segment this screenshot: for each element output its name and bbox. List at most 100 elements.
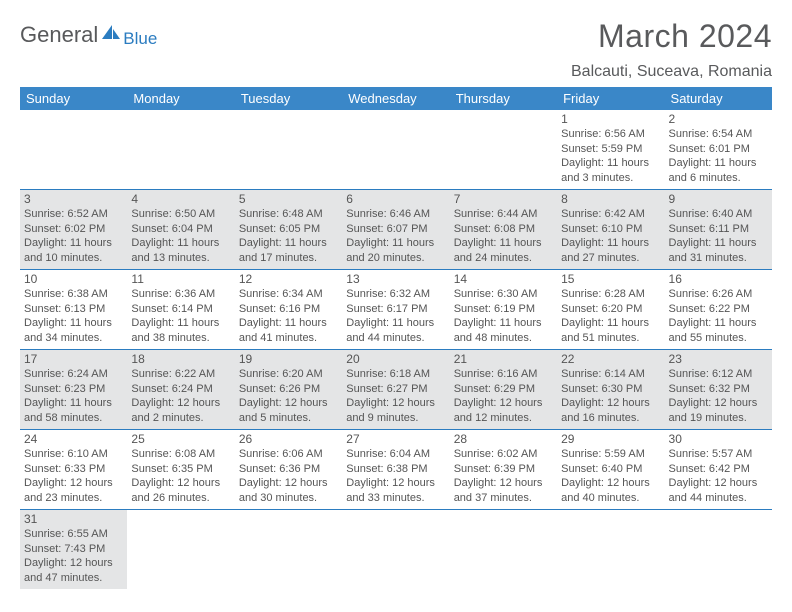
sun-info-line: Daylight: 11 hours [131,236,230,251]
day-number: 9 [669,192,768,206]
sun-info-line: and 31 minutes. [669,251,768,266]
calendar-day-cell: 28Sunrise: 6:02 AMSunset: 6:39 PMDayligh… [450,430,557,510]
sun-info-line: and 37 minutes. [454,491,553,506]
sun-info-line: Sunset: 6:05 PM [239,222,338,237]
calendar-day-cell: 18Sunrise: 6:22 AMSunset: 6:24 PMDayligh… [127,350,234,430]
weekday-header: Saturday [665,87,772,110]
sun-info-line: Daylight: 11 hours [239,236,338,251]
calendar-empty-cell [450,110,557,190]
sun-info-line: and 33 minutes. [346,491,445,506]
sun-info-line: Sunset: 6:27 PM [346,382,445,397]
day-number: 29 [561,432,660,446]
sun-info-line: Daylight: 11 hours [669,316,768,331]
calendar-day-cell: 20Sunrise: 6:18 AMSunset: 6:27 PMDayligh… [342,350,449,430]
sun-info-line: Sunrise: 6:54 AM [669,127,768,142]
calendar-day-cell: 11Sunrise: 6:36 AMSunset: 6:14 PMDayligh… [127,270,234,350]
sun-info-line: Sunset: 6:36 PM [239,462,338,477]
sun-info-line: Sunrise: 6:02 AM [454,447,553,462]
sun-info-line: Daylight: 11 hours [669,236,768,251]
day-number: 6 [346,192,445,206]
weekday-header: Sunday [20,87,127,110]
day-number: 25 [131,432,230,446]
calendar-day-cell: 26Sunrise: 6:06 AMSunset: 6:36 PMDayligh… [235,430,342,510]
sun-info-line: Daylight: 12 hours [346,476,445,491]
sun-info-line: Sunrise: 6:28 AM [561,287,660,302]
sun-info-line: Sunset: 6:20 PM [561,302,660,317]
calendar-day-cell: 2Sunrise: 6:54 AMSunset: 6:01 PMDaylight… [665,110,772,190]
day-number: 14 [454,272,553,286]
sun-info-line: Daylight: 12 hours [561,396,660,411]
sun-info-line: Daylight: 11 hours [669,156,768,171]
calendar-day-cell: 31Sunrise: 6:55 AMSunset: 7:43 PMDayligh… [20,510,127,590]
calendar-empty-cell [235,110,342,190]
sun-info-line: Sunrise: 6:46 AM [346,207,445,222]
sun-info-line: Sunrise: 6:06 AM [239,447,338,462]
sun-info-line: Daylight: 11 hours [346,316,445,331]
calendar-empty-cell [450,510,557,590]
calendar-week-row: 31Sunrise: 6:55 AMSunset: 7:43 PMDayligh… [20,510,772,590]
calendar-week-row: 1Sunrise: 6:56 AMSunset: 5:59 PMDaylight… [20,110,772,190]
calendar-empty-cell [20,110,127,190]
calendar-empty-cell [127,510,234,590]
page-title: March 2024 [571,18,772,55]
day-number: 5 [239,192,338,206]
sun-info-line: Daylight: 12 hours [454,396,553,411]
sun-info-line: Sunrise: 6:22 AM [131,367,230,382]
weekday-header: Monday [127,87,234,110]
location-subtitle: Balcauti, Suceava, Romania [571,63,772,81]
calendar-day-cell: 30Sunrise: 5:57 AMSunset: 6:42 PMDayligh… [665,430,772,510]
sun-info-line: Sunset: 6:07 PM [346,222,445,237]
sun-info-line: Daylight: 12 hours [669,396,768,411]
sun-info-line: Daylight: 12 hours [24,556,123,571]
sun-info-line: Sunset: 6:26 PM [239,382,338,397]
calendar-day-cell: 14Sunrise: 6:30 AMSunset: 6:19 PMDayligh… [450,270,557,350]
day-number: 20 [346,352,445,366]
sun-info-line: Sunrise: 6:38 AM [24,287,123,302]
day-number: 27 [346,432,445,446]
sun-info-line: Sunset: 6:22 PM [669,302,768,317]
sun-info-line: Daylight: 11 hours [239,316,338,331]
day-number: 12 [239,272,338,286]
sun-info-line: Sunset: 6:14 PM [131,302,230,317]
calendar-day-cell: 25Sunrise: 6:08 AMSunset: 6:35 PMDayligh… [127,430,234,510]
calendar-day-cell: 22Sunrise: 6:14 AMSunset: 6:30 PMDayligh… [557,350,664,430]
calendar-table: SundayMondayTuesdayWednesdayThursdayFrid… [20,87,772,589]
sun-info-line: Sunset: 6:29 PM [454,382,553,397]
sun-info-line: Daylight: 12 hours [131,476,230,491]
sun-info-line: and 6 minutes. [669,171,768,186]
sun-info-line: and 10 minutes. [24,251,123,266]
sun-info-line: Daylight: 11 hours [454,236,553,251]
sun-info-line: Daylight: 12 hours [239,396,338,411]
calendar-day-cell: 29Sunrise: 5:59 AMSunset: 6:40 PMDayligh… [557,430,664,510]
day-number: 24 [24,432,123,446]
sun-info-line: and 38 minutes. [131,331,230,346]
calendar-day-cell: 27Sunrise: 6:04 AMSunset: 6:38 PMDayligh… [342,430,449,510]
weekday-header-row: SundayMondayTuesdayWednesdayThursdayFrid… [20,87,772,110]
calendar-day-cell: 12Sunrise: 6:34 AMSunset: 6:16 PMDayligh… [235,270,342,350]
sun-info-line: and 23 minutes. [24,491,123,506]
sun-info-line: and 12 minutes. [454,411,553,426]
sun-info-line: Sunrise: 6:24 AM [24,367,123,382]
sun-info-line: and 55 minutes. [669,331,768,346]
sun-info-line: and 19 minutes. [669,411,768,426]
day-number: 17 [24,352,123,366]
sun-info-line: and 9 minutes. [346,411,445,426]
sun-info-line: and 13 minutes. [131,251,230,266]
sun-info-line: Sunset: 6:02 PM [24,222,123,237]
sun-info-line: and 48 minutes. [454,331,553,346]
day-number: 26 [239,432,338,446]
sun-info-line: and 51 minutes. [561,331,660,346]
sun-info-line: Sunset: 6:35 PM [131,462,230,477]
sun-info-line: Daylight: 11 hours [131,316,230,331]
sun-info-line: and 26 minutes. [131,491,230,506]
day-number: 21 [454,352,553,366]
weekday-header: Friday [557,87,664,110]
sun-info-line: Sunrise: 6:30 AM [454,287,553,302]
calendar-week-row: 24Sunrise: 6:10 AMSunset: 6:33 PMDayligh… [20,430,772,510]
sun-info-line: Daylight: 12 hours [561,476,660,491]
sun-info-line: Sunset: 6:13 PM [24,302,123,317]
calendar-day-cell: 16Sunrise: 6:26 AMSunset: 6:22 PMDayligh… [665,270,772,350]
calendar-day-cell: 6Sunrise: 6:46 AMSunset: 6:07 PMDaylight… [342,190,449,270]
sun-info-line: and 17 minutes. [239,251,338,266]
calendar-day-cell: 13Sunrise: 6:32 AMSunset: 6:17 PMDayligh… [342,270,449,350]
